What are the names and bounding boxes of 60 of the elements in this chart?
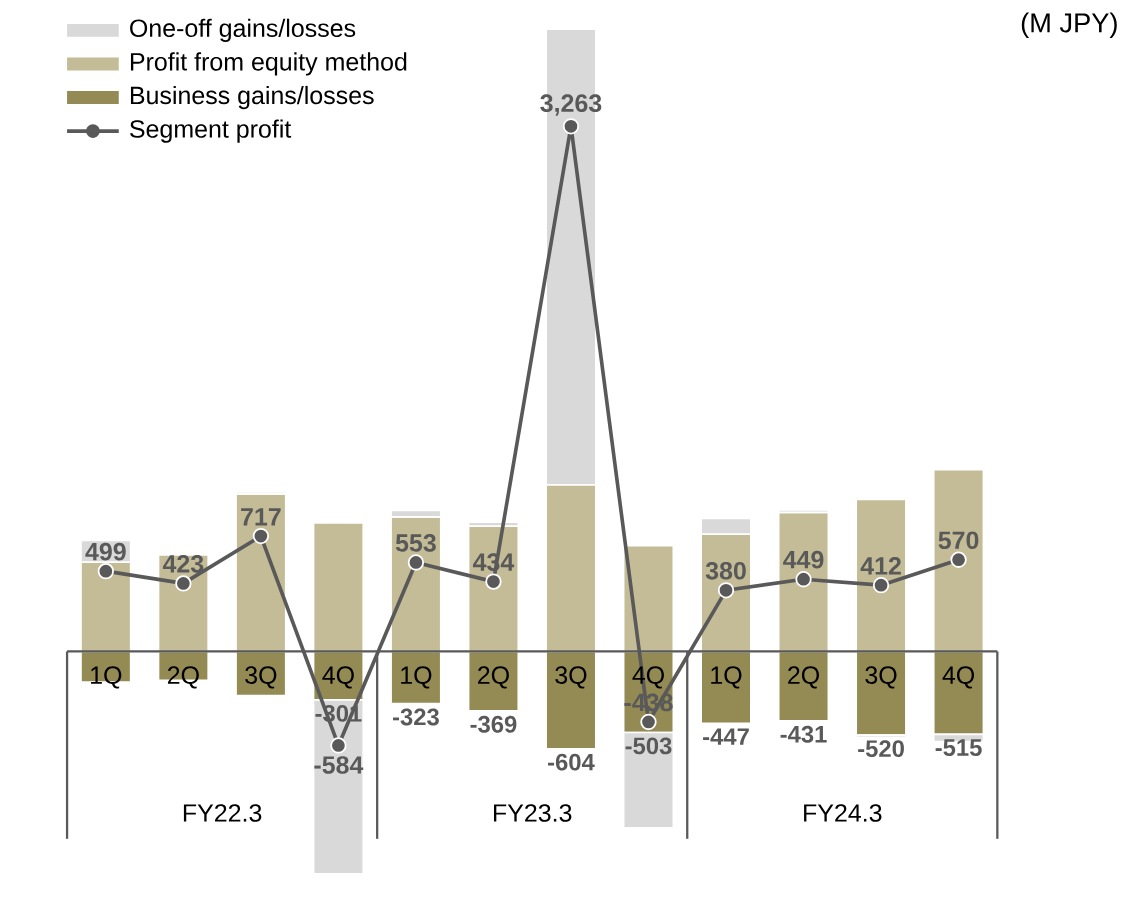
legend-label: Business gains/losses bbox=[130, 85, 374, 110]
y-axis-title: (M JPY) bbox=[1021, 12, 1117, 38]
legend-label: Profit from equity method bbox=[130, 52, 407, 76]
data-label: -323 bbox=[392, 708, 439, 726]
point bbox=[97, 563, 115, 580]
point bbox=[950, 551, 967, 568]
bar bbox=[467, 650, 520, 712]
x-tick-label: 4Q bbox=[322, 666, 354, 689]
data-label: -369 bbox=[470, 715, 517, 733]
bar bbox=[390, 650, 442, 705]
point bbox=[717, 582, 735, 599]
x-tick-label: 2Q bbox=[478, 666, 509, 689]
annotation: FY24.3 bbox=[804, 804, 882, 822]
point bbox=[407, 554, 425, 571]
data-label: -431 bbox=[780, 725, 827, 743]
annotation: FY23.3 bbox=[494, 804, 572, 822]
data-label: -515 bbox=[935, 739, 982, 757]
data-label: 553 bbox=[395, 534, 436, 552]
data-label: -447 bbox=[703, 728, 749, 745]
annotation: FY22.3 bbox=[183, 804, 262, 822]
legend-label: One-off gains/losses bbox=[130, 18, 356, 43]
bar bbox=[855, 650, 907, 737]
x-tick-label: 1Q bbox=[711, 666, 742, 689]
point bbox=[562, 118, 580, 135]
point bbox=[175, 575, 192, 592]
bar bbox=[700, 650, 752, 725]
x-tick-label: 3Q bbox=[245, 666, 277, 689]
x-tick-label: 1Q bbox=[401, 666, 432, 689]
data-label: -584 bbox=[314, 756, 364, 774]
x-tick-label: 3Q bbox=[555, 666, 587, 689]
x-tick-label: 4Q bbox=[942, 666, 975, 689]
point bbox=[330, 737, 347, 754]
bar bbox=[235, 493, 287, 653]
data-label: 412 bbox=[860, 557, 901, 575]
data-label: 449 bbox=[783, 550, 824, 569]
data-label: 380 bbox=[705, 562, 746, 580]
data-label: -520 bbox=[858, 740, 904, 758]
x-tick-label: 4Q bbox=[632, 666, 664, 689]
point bbox=[795, 571, 812, 588]
bar bbox=[545, 650, 597, 750]
point bbox=[485, 573, 502, 590]
data-label: 717 bbox=[241, 508, 281, 526]
data-label: 499 bbox=[85, 542, 126, 561]
point bbox=[640, 713, 657, 731]
legend-label: Segment profit bbox=[130, 119, 292, 143]
bar bbox=[777, 511, 830, 653]
bar bbox=[777, 650, 830, 722]
bar bbox=[622, 545, 675, 653]
bar bbox=[312, 522, 365, 653]
data-label: -604 bbox=[548, 753, 595, 771]
data-label: 570 bbox=[938, 531, 979, 550]
data-label: 423 bbox=[162, 555, 204, 573]
x-tick-label: 2Q bbox=[788, 666, 819, 689]
bar bbox=[932, 469, 985, 653]
data-label: -503 bbox=[625, 737, 672, 755]
data-label: 3,263 bbox=[540, 94, 602, 116]
x-tick-label: 3Q bbox=[865, 666, 897, 689]
point bbox=[252, 527, 270, 545]
point bbox=[872, 577, 890, 594]
bar bbox=[855, 498, 907, 653]
